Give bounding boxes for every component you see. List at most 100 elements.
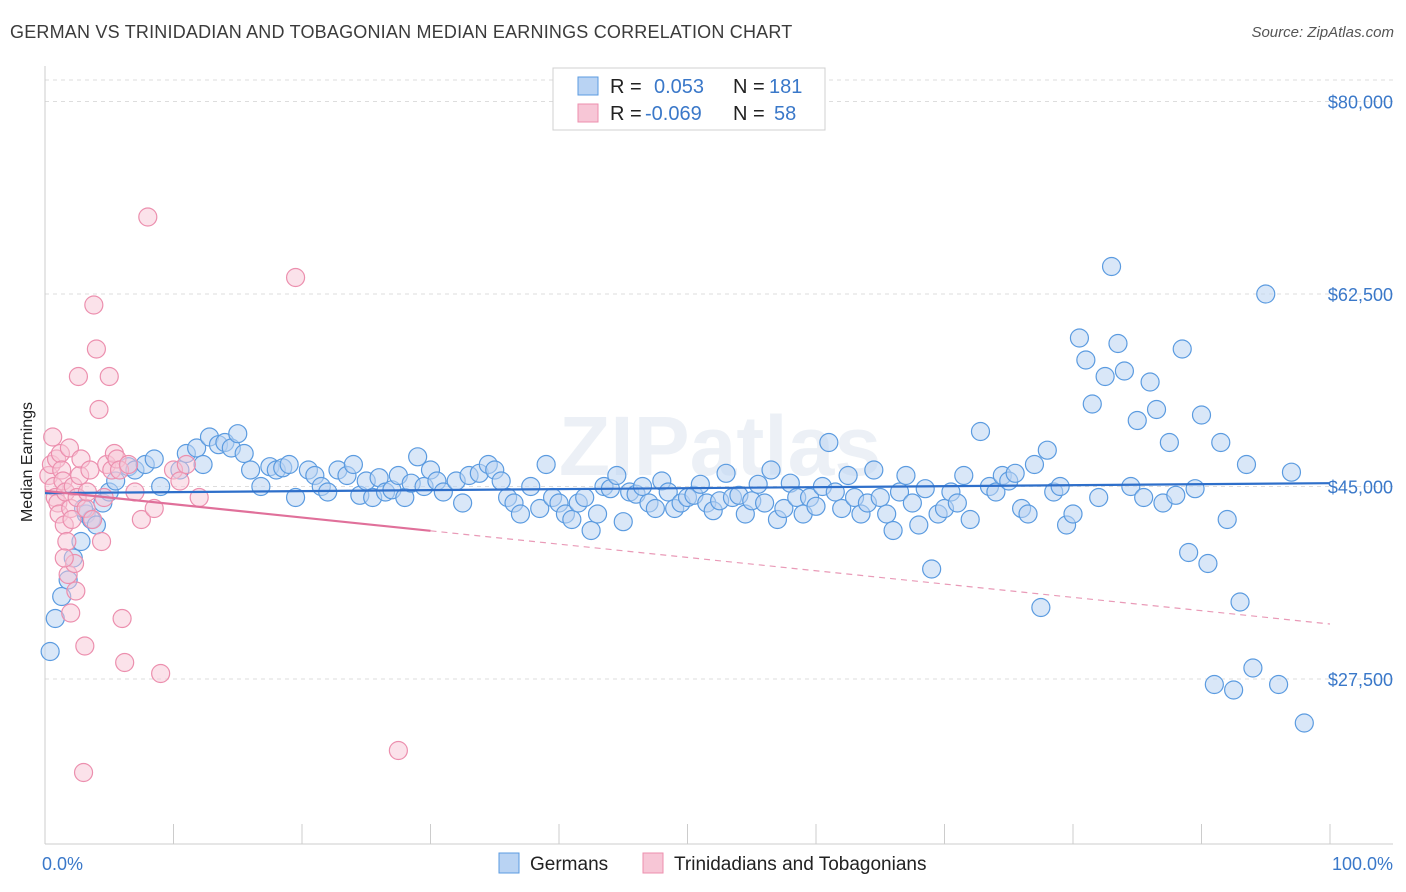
germans-point-171 — [1204, 674, 1224, 695]
x-tick-label-1: 100.0% — [1332, 854, 1393, 874]
germans-point-168 — [1185, 479, 1205, 499]
germans-point-76 — [587, 504, 608, 524]
germans-point-147 — [1050, 476, 1070, 497]
trinidadians-point-26 — [75, 636, 95, 656]
germans-point-165 — [1166, 485, 1186, 505]
grid-lines — [45, 79, 1393, 680]
axes — [44, 66, 1393, 845]
germans-point-74 — [575, 487, 595, 508]
series-germans — [40, 256, 1314, 733]
germans-point-66 — [521, 476, 541, 497]
trinidadians-point-56 — [54, 548, 74, 568]
germans-point-113 — [825, 482, 845, 502]
trinidadians-point-30 — [82, 509, 103, 530]
y-tick-label-3: $80,000 — [1328, 93, 1393, 113]
trinidadians-point-15 — [59, 438, 80, 458]
legend-n-label-0: N = — [733, 76, 765, 98]
germans-point-17 — [151, 476, 171, 497]
germans-point-154 — [1095, 366, 1115, 387]
trinidadians-point-31 — [84, 295, 104, 315]
germans-point-114 — [832, 498, 852, 519]
germans-point-143 — [1024, 454, 1045, 475]
trinidadians-point-48 — [144, 498, 164, 519]
trinidadians-point-51 — [170, 471, 190, 491]
legend-r-label-1: R = — [610, 103, 642, 125]
trinidadians-point-25 — [73, 762, 94, 783]
trinidadians-point-33 — [89, 399, 109, 420]
trend-lines — [44, 482, 1331, 625]
germans-point-102 — [754, 493, 775, 513]
bottom-legend-trinidadians: Trinidadians and Tobagonians — [674, 854, 926, 875]
germans-point-170 — [1198, 553, 1218, 574]
germans-point-166 — [1172, 339, 1192, 359]
x-tick-label-0: 0.0% — [42, 854, 83, 874]
germans-point-160 — [1134, 487, 1154, 508]
legend-n-value-1: 58 — [774, 103, 796, 125]
germans-point-180 — [1281, 462, 1302, 482]
germans-point-34 — [285, 487, 306, 508]
germans-point-127 — [915, 479, 935, 499]
germans-point-151 — [1076, 350, 1096, 370]
germans-point-176 — [1236, 454, 1257, 475]
germans-point-126 — [909, 515, 929, 535]
germans-point-144 — [1031, 597, 1051, 618]
germans-point-55 — [433, 482, 453, 502]
germans-point-132 — [947, 493, 967, 513]
trinidadians-point-20 — [66, 581, 86, 601]
germans-point-153 — [1089, 487, 1109, 508]
trinidadians-point-43 — [115, 652, 135, 673]
trinidadians-point-54 — [285, 267, 306, 288]
germans-point-179 — [1268, 674, 1289, 695]
germans-point-0 — [40, 641, 60, 662]
legend-swatch-pink — [577, 103, 599, 123]
germans-point-162 — [1146, 399, 1167, 420]
germans-point-142 — [1018, 504, 1038, 524]
germans-trend-line — [44, 482, 1331, 495]
germans-point-149 — [1063, 504, 1083, 524]
trinidadians-point-13 — [57, 531, 77, 552]
trinidadians-point-52 — [176, 454, 196, 475]
germans-point-133 — [954, 465, 974, 486]
legend-n-label-1: N = — [733, 103, 765, 125]
germans-point-152 — [1082, 394, 1102, 414]
germans-point-28 — [241, 460, 261, 480]
y-tick-labels: $27,500 $45,000 $62,500 $80,000 — [1328, 93, 1393, 691]
trinidadians-point-29 — [80, 460, 100, 480]
germans-point-167 — [1179, 542, 1199, 563]
germans-point-158 — [1121, 476, 1141, 497]
y-tick-label-0: $27,500 — [1328, 670, 1393, 690]
germans-point-21 — [193, 454, 213, 475]
bottom-legend-swatch-trinidadians — [642, 852, 664, 874]
germans-point-150 — [1069, 328, 1090, 348]
germans-point-124 — [896, 465, 916, 486]
germans-point-92 — [690, 474, 710, 494]
y-tick-label-2: $62,500 — [1328, 285, 1393, 305]
germans-point-137 — [986, 482, 1006, 502]
trinidadians-point-47 — [138, 207, 158, 227]
germans-point-83 — [632, 476, 653, 497]
germans-point-120 — [870, 487, 890, 508]
trinidadians-point-44 — [118, 454, 139, 475]
trinidadians-point-34 — [91, 531, 112, 552]
germans-point-65 — [510, 504, 531, 524]
bottom-legend-germans: Germans — [530, 854, 608, 875]
germans-point-155 — [1101, 256, 1122, 277]
germans-point-103 — [761, 460, 781, 480]
germans-point-177 — [1243, 658, 1263, 678]
legend-box: R = 0.053 N = 181 R = -0.069 N = 58 — [552, 67, 826, 131]
germans-point-159 — [1127, 410, 1147, 431]
germans-point-140 — [1005, 463, 1025, 483]
germans-point-33 — [279, 454, 299, 475]
germans-point-181 — [1294, 713, 1314, 733]
germans-point-121 — [877, 504, 897, 524]
trinidadians-trend-line — [44, 489, 431, 532]
x-tick-labels: 0.0% 100.0% — [42, 854, 1393, 874]
germans-point-145 — [1037, 440, 1057, 460]
germans-point-175 — [1230, 592, 1250, 612]
germans-point-85 — [645, 498, 665, 519]
germans-point-67 — [530, 498, 550, 519]
germans-point-172 — [1211, 432, 1231, 453]
legend-r-label-0: R = — [610, 76, 642, 98]
trinidadians-trend-extension — [430, 530, 1331, 625]
